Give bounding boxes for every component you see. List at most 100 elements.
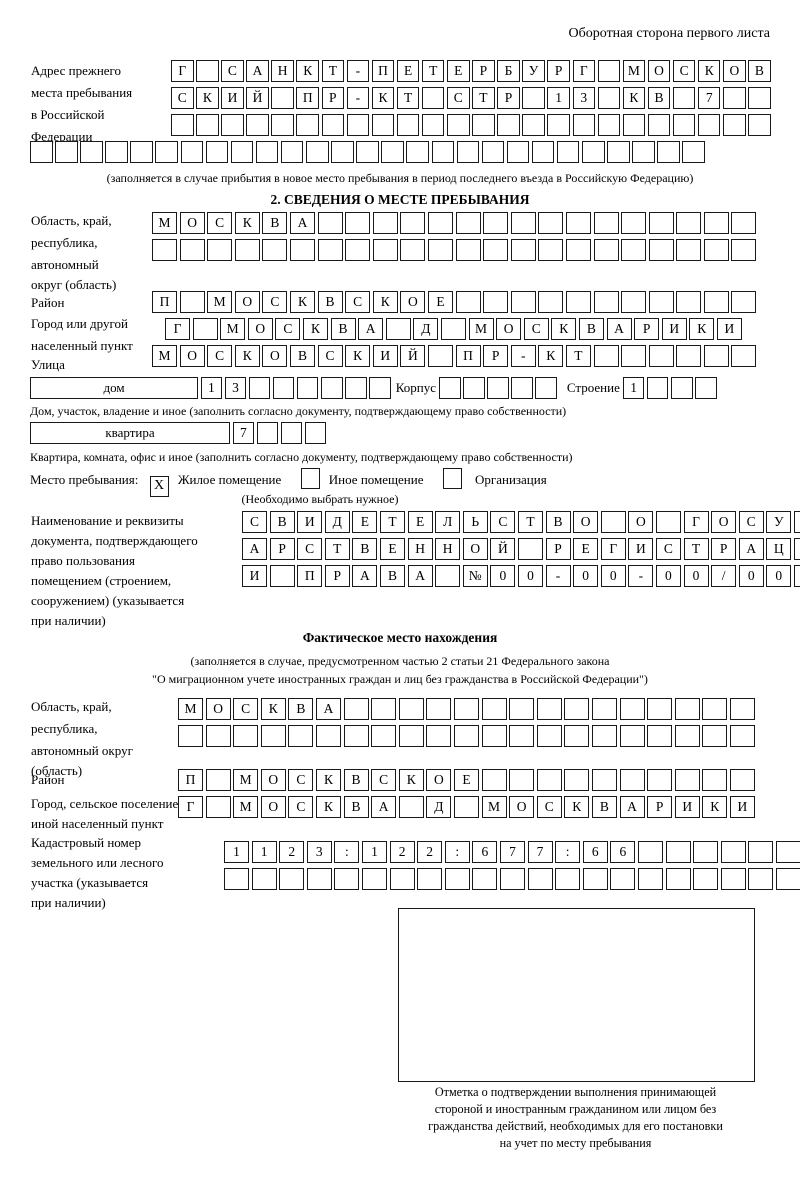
street-cell-11[interactable] <box>427 345 453 367</box>
actual-district-cell-15[interactable] <box>564 769 590 791</box>
actual-district-cell-7[interactable]: В <box>343 769 369 791</box>
actual-region-r1-cell-13[interactable] <box>509 698 535 720</box>
district-cell-13[interactable] <box>483 291 509 313</box>
cadastral-r2-cell-2[interactable] <box>251 868 277 890</box>
actual-region-r2-cell-8[interactable] <box>371 725 397 747</box>
actual-region-r1-cell-17[interactable] <box>619 698 645 720</box>
city-cell-16[interactable]: В <box>578 318 604 340</box>
document-r3-cell-14[interactable]: 0 <box>600 565 626 587</box>
actual-region-r2-cell-11[interactable] <box>453 725 479 747</box>
document-r1-cell-7[interactable]: Е <box>407 511 433 533</box>
prev-address-r3-cell-23[interactable] <box>723 114 746 136</box>
street-cell-19[interactable] <box>648 345 674 367</box>
korpus-cell-2[interactable] <box>463 377 485 399</box>
prev-address-r3-cell-12[interactable] <box>447 114 470 136</box>
document-r3-cell-13[interactable]: 0 <box>573 565 599 587</box>
prev-address-r1-cell-2[interactable] <box>196 60 219 82</box>
actual-region-r1-cell-14[interactable] <box>536 698 562 720</box>
actual-district-cell-17[interactable] <box>619 769 645 791</box>
district-cell-17[interactable] <box>593 291 619 313</box>
house-cell-2[interactable]: 3 <box>224 377 247 399</box>
flat-cell-2[interactable] <box>256 422 279 444</box>
prev-address-r1-cell-24[interactable]: В <box>748 60 771 82</box>
actual-city-cell-5[interactable]: С <box>288 796 314 818</box>
street-cell-6[interactable]: В <box>289 345 315 367</box>
prev-address-r2-cell-17[interactable]: 3 <box>572 87 595 109</box>
prev-address-r2-cell-6[interactable]: П <box>296 87 319 109</box>
prev-address-r3-cell-5[interactable] <box>271 114 294 136</box>
street-cell-14[interactable]: - <box>510 345 536 367</box>
document-r1-cell-3[interactable]: И <box>297 511 323 533</box>
prev-address-r4-cell-4[interactable] <box>105 141 128 163</box>
actual-region-r1-cell-16[interactable] <box>591 698 617 720</box>
prev-address-r2-cell-1[interactable]: С <box>171 87 194 109</box>
cadastral-r2-cell-11[interactable] <box>499 868 525 890</box>
document-r3-cell-18[interactable]: / <box>711 565 737 587</box>
prev-address-r2-cell-10[interactable]: Т <box>396 87 420 109</box>
actual-city-cell-7[interactable]: В <box>343 796 369 818</box>
document-r2-cell-14[interactable]: Г <box>600 538 626 560</box>
actual-region-r2-cell-5[interactable] <box>288 725 314 747</box>
prev-address-r1-cell-1[interactable]: Г <box>171 60 194 82</box>
actual-region-r2-cell-20[interactable] <box>702 725 728 747</box>
prev-address-r2-cell-9[interactable]: К <box>371 87 395 109</box>
actual-region-r2-cell-21[interactable] <box>729 725 755 747</box>
region-r1-cell-17[interactable] <box>593 212 619 234</box>
prev-address-r4-cell-18[interactable] <box>456 141 480 163</box>
actual-district-cell-10[interactable]: О <box>426 769 452 791</box>
actual-region-r1-cell-10[interactable] <box>426 698 452 720</box>
cadastral-r1-cell-8[interactable]: 2 <box>417 841 443 863</box>
document-r2-cell-5[interactable]: В <box>352 538 378 560</box>
document-r1-cell-13[interactable]: О <box>573 511 599 533</box>
document-r1-cell-4[interactable]: Д <box>324 511 350 533</box>
actual-city-cell-16[interactable]: В <box>591 796 617 818</box>
prev-address-r4-cell-22[interactable] <box>556 141 580 163</box>
street-cell-4[interactable]: К <box>234 345 260 367</box>
prev-address-r4-cell-13[interactable] <box>331 141 354 163</box>
district-cell-8[interactable]: С <box>345 291 371 313</box>
district-cell-14[interactable] <box>510 291 536 313</box>
prev-address-r2-cell-7[interactable]: Р <box>321 87 345 109</box>
street-cell-8[interactable]: К <box>345 345 371 367</box>
actual-district-cell-13[interactable] <box>509 769 535 791</box>
prev-address-r1-cell-7[interactable]: Т <box>321 60 345 82</box>
district-cell-1[interactable]: П <box>152 291 177 313</box>
district-cell-19[interactable] <box>648 291 674 313</box>
prev-address-r2-cell-8[interactable]: - <box>346 87 370 109</box>
document-r1-cell-6[interactable]: Т <box>379 511 405 533</box>
region-r1-cell-8[interactable] <box>345 212 371 234</box>
city-cell-1[interactable]: Г <box>165 318 190 340</box>
cadastral-r2-cell-17[interactable] <box>665 868 691 890</box>
city-cell-6[interactable]: К <box>302 318 328 340</box>
cadastral-r1-cell-13[interactable]: : <box>555 841 581 863</box>
region-r2-cell-8[interactable] <box>345 239 371 261</box>
region-r2-cell-4[interactable] <box>234 239 260 261</box>
actual-region-r1-cell-11[interactable] <box>453 698 479 720</box>
document-r1-cell-17[interactable]: Г <box>683 511 709 533</box>
prev-address-r2-cell-14[interactable]: Р <box>497 87 520 109</box>
prev-address-r2-cell-4[interactable]: Й <box>246 87 269 109</box>
document-r1-cell-10[interactable]: С <box>490 511 516 533</box>
prev-address-r4-cell-16[interactable] <box>406 141 429 163</box>
prev-address-r2-cell-24[interactable] <box>748 87 771 109</box>
document-r3-cell-2[interactable] <box>269 565 295 587</box>
actual-district-cell-2[interactable] <box>205 769 231 791</box>
cadastral-r2-cell-7[interactable] <box>389 868 415 890</box>
document-r3-cell-21[interactable]: 0 <box>793 565 800 587</box>
document-r2-cell-17[interactable]: Т <box>683 538 709 560</box>
document-r3-cell-4[interactable]: Р <box>324 565 350 587</box>
district-cell-11[interactable]: Е <box>427 291 453 313</box>
actual-city-cell-9[interactable] <box>398 796 424 818</box>
cadastral-r1-cell-14[interactable]: 6 <box>582 841 608 863</box>
actual-region-r2-cell-1[interactable] <box>178 725 203 747</box>
cadastral-r2-cell-12[interactable] <box>527 868 553 890</box>
prev-address-r2-cell-18[interactable] <box>597 87 621 109</box>
city-cell-18[interactable]: Р <box>634 318 660 340</box>
city-cell-19[interactable]: И <box>661 318 687 340</box>
street-cell-5[interactable]: О <box>262 345 288 367</box>
prev-address-r1-cell-18[interactable] <box>597 60 621 82</box>
document-r1-cell-19[interactable]: С <box>738 511 764 533</box>
